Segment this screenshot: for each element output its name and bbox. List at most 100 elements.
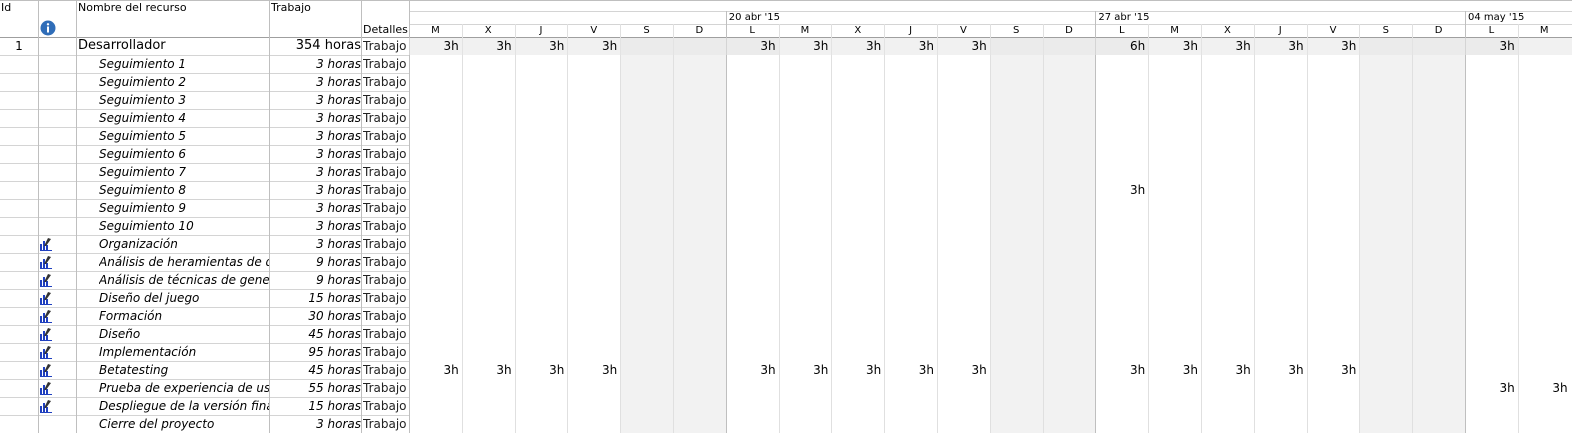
resource-name[interactable]: Desarrollador (78, 38, 166, 53)
assignment-details: Trabajo (363, 399, 407, 413)
assignment-work[interactable]: 55 horas (308, 381, 361, 395)
assignment-name[interactable]: Prueba de experiencia de usu (99, 381, 269, 395)
assignment-name[interactable]: Seguimiento 3 (99, 93, 187, 107)
assignment-work-value[interactable]: 3h (971, 363, 987, 377)
resource-graph-icon[interactable] (39, 237, 53, 251)
assignment-work[interactable]: 15 horas (308, 399, 361, 413)
assignment-name[interactable]: Cierre del proyecto (99, 417, 215, 431)
assignment-name[interactable]: Seguimiento 7 (99, 165, 187, 179)
assignment-work-value[interactable]: 3h (1129, 363, 1146, 377)
column-header-work[interactable]: Trabajo (271, 1, 311, 14)
resource-graph-icon[interactable] (39, 255, 53, 269)
resource-work-value[interactable]: 3h (443, 39, 459, 53)
resource-graph-icon[interactable] (39, 309, 53, 323)
weekend-shade (1042, 37, 1096, 433)
assignment-work[interactable]: 3 horas (316, 75, 361, 89)
resource-work-value[interactable]: 6h (1129, 39, 1146, 53)
assignment-work[interactable]: 3 horas (316, 129, 361, 143)
assignment-work[interactable]: 30 horas (308, 309, 361, 323)
assignment-name[interactable]: Implementación (99, 345, 197, 359)
assignment-work[interactable]: 3 horas (316, 165, 361, 179)
assignment-name[interactable]: Análisis de técnicas de gener (99, 273, 269, 287)
resource-work-value[interactable]: 3h (1288, 39, 1304, 53)
assignment-name[interactable]: Seguimiento 6 (99, 147, 187, 161)
resource-work-value[interactable]: 3h (549, 39, 565, 53)
assignment-work-value[interactable]: 3h (549, 363, 565, 377)
day-label: D (1065, 25, 1073, 36)
assignment-name[interactable]: Organización (99, 237, 178, 251)
resource-work-value[interactable]: 3h (918, 39, 934, 53)
assignment-name[interactable]: Diseño del juego (99, 291, 200, 305)
assignment-work[interactable]: 95 horas (308, 345, 361, 359)
assignment-work[interactable]: 3 horas (316, 201, 361, 215)
grid-vline (778, 24, 780, 433)
assignment-work-value[interactable]: 3h (1235, 363, 1251, 377)
assignment-name[interactable]: Despliegue de la versión fina (99, 399, 269, 413)
assignment-work[interactable]: 3 horas (316, 57, 361, 71)
grid-hline (0, 253, 409, 254)
assignment-work[interactable]: 45 horas (308, 327, 361, 341)
assignment-name[interactable]: Diseño (99, 327, 141, 341)
assignment-name[interactable]: Seguimiento 10 (99, 219, 194, 233)
assignment-work-value[interactable]: 3h (813, 363, 829, 377)
resource-work-value[interactable]: 3h (601, 39, 618, 53)
assignment-name[interactable]: Formación (99, 309, 163, 323)
resource-work-value[interactable]: 3h (813, 39, 829, 53)
resource-work-value[interactable]: 3h (760, 39, 776, 53)
grid-vline (567, 24, 569, 433)
assignment-work[interactable]: 3 horas (316, 111, 361, 125)
assignment-work-value[interactable]: 3h (865, 363, 882, 377)
assignment-work[interactable]: 3 horas (316, 93, 361, 107)
resource-work-value[interactable]: 3h (1235, 39, 1251, 53)
resource-graph-icon[interactable] (39, 345, 53, 359)
assignment-work-value[interactable]: 3h (1341, 363, 1357, 377)
resource-graph-icon[interactable] (39, 273, 53, 287)
column-header-id[interactable]: Id (1, 1, 12, 14)
assignment-work[interactable]: 9 horas (316, 273, 361, 287)
assignment-work-value[interactable]: 3h (1182, 363, 1198, 377)
assignment-work[interactable]: 45 horas (308, 363, 361, 377)
resource-graph-icon[interactable] (39, 363, 53, 377)
column-header-name[interactable]: Nombre del recurso (78, 1, 187, 14)
resource-work-value[interactable]: 3h (1499, 39, 1515, 53)
assignment-work-value[interactable]: 3h (1552, 381, 1568, 395)
resource-work[interactable]: 354 horas (295, 38, 361, 53)
assignment-name[interactable]: Análisis de heramientas de d (99, 255, 269, 269)
assignment-details: Trabajo (363, 93, 407, 107)
assignment-work[interactable]: 3 horas (316, 237, 361, 251)
assignment-work[interactable]: 15 horas (308, 291, 361, 305)
resource-work-value[interactable]: 3h (865, 39, 882, 53)
assignment-work-value[interactable]: 3h (1129, 183, 1146, 197)
assignment-work[interactable]: 3 horas (316, 147, 361, 161)
resource-graph-icon[interactable] (39, 327, 53, 341)
resource-work-value[interactable]: 3h (1341, 39, 1357, 53)
assignment-name[interactable]: Seguimiento 4 (99, 111, 187, 125)
grid-hline (0, 163, 409, 164)
assignment-name[interactable]: Seguimiento 9 (99, 201, 187, 215)
assignment-work-value[interactable]: 3h (601, 363, 618, 377)
resource-work-value[interactable]: 3h (971, 39, 987, 53)
assignment-work[interactable]: 3 horas (316, 417, 361, 431)
assignment-name[interactable]: Seguimiento 2 (99, 75, 187, 89)
assignment-work[interactable]: 9 horas (316, 255, 361, 269)
assignment-work-value[interactable]: 3h (443, 363, 459, 377)
assignment-name[interactable]: Betatesting (99, 363, 169, 377)
assignment-work-value[interactable]: 3h (760, 363, 776, 377)
assignment-work[interactable]: 3 horas (316, 183, 361, 197)
assignment-details: Trabajo (363, 309, 407, 323)
assignment-name[interactable]: Seguimiento 5 (99, 129, 187, 143)
assignment-work-value[interactable]: 3h (918, 363, 934, 377)
assignment-work-value[interactable]: 3h (496, 363, 512, 377)
assignment-work[interactable]: 3 horas (316, 219, 361, 233)
resource-graph-icon[interactable] (39, 399, 53, 413)
resource-work-value[interactable]: 3h (1182, 39, 1198, 53)
resource-graph-icon[interactable] (39, 381, 53, 395)
assignment-name[interactable]: Seguimiento 8 (99, 183, 187, 197)
resource-graph-icon[interactable] (39, 291, 53, 305)
assignment-work-value[interactable]: 3h (1288, 363, 1304, 377)
column-header-details[interactable]: Detalles (363, 23, 408, 36)
assignment-name[interactable]: Seguimiento 1 (99, 57, 187, 71)
assignment-work-value[interactable]: 3h (1499, 381, 1515, 395)
resource-work-value[interactable]: 3h (496, 39, 512, 53)
info-icon[interactable] (40, 20, 56, 36)
